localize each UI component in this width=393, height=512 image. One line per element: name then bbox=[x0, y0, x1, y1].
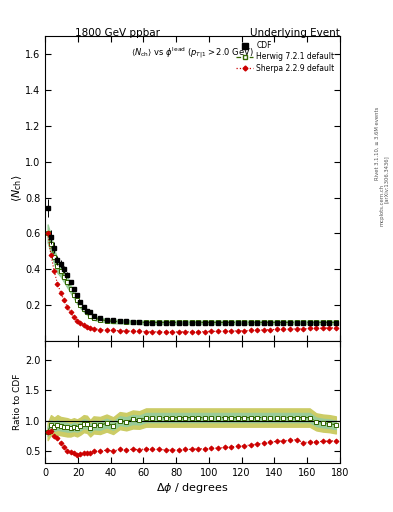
Text: Rivet 3.1.10, ≥ 3.6M events: Rivet 3.1.10, ≥ 3.6M events bbox=[375, 106, 380, 180]
Text: 1800 GeV ppbar: 1800 GeV ppbar bbox=[75, 28, 160, 38]
X-axis label: $\Delta\phi$ / degrees: $\Delta\phi$ / degrees bbox=[156, 481, 229, 495]
Text: mcplots.cern.ch: mcplots.cern.ch bbox=[380, 184, 384, 226]
Legend: CDF, Herwig 7.2.1 default, Sherpa 2.2.9 default: CDF, Herwig 7.2.1 default, Sherpa 2.2.9 … bbox=[235, 39, 336, 74]
Text: [arXiv:1306.3436]: [arXiv:1306.3436] bbox=[384, 155, 389, 203]
Y-axis label: Ratio to CDF: Ratio to CDF bbox=[13, 374, 22, 431]
Y-axis label: $\langle N_\mathrm{ch}\rangle$: $\langle N_\mathrm{ch}\rangle$ bbox=[10, 175, 24, 202]
Text: $\langle N_\mathrm{ch}\rangle$ vs $\phi^\mathrm{lead}$ ($p_{T|1} > 2.0$ GeV): $\langle N_\mathrm{ch}\rangle$ vs $\phi^… bbox=[131, 45, 254, 60]
Text: Underlying Event: Underlying Event bbox=[250, 28, 340, 38]
